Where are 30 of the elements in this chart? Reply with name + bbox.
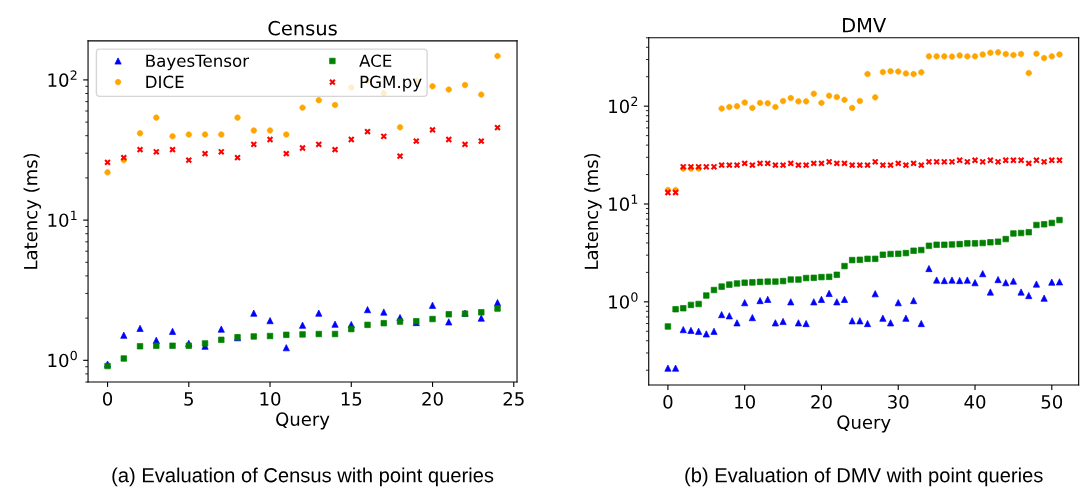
y-tick-label: 10$^{0}$ bbox=[609, 292, 638, 309]
legend-label: DICE bbox=[146, 75, 184, 89]
legend-label: ACE bbox=[359, 54, 392, 68]
legend-label: PGM.py bbox=[360, 75, 422, 92]
x-tick-label: 50 bbox=[1041, 395, 1063, 409]
y-tick-label: 10$^{2}$ bbox=[48, 70, 77, 87]
x-tick-label: 10 bbox=[735, 395, 755, 409]
x-tick-label: 30 bbox=[888, 395, 909, 409]
x-tick-label: 20 bbox=[422, 392, 443, 406]
legend-label: BayesTensor bbox=[146, 54, 250, 71]
x-tick-label: 0 bbox=[102, 392, 113, 406]
y-tick-label: 10$^{2}$ bbox=[609, 96, 638, 114]
x-tick-label: 10 bbox=[260, 392, 281, 406]
text: (b) Evaluation of DMV with point queries bbox=[685, 467, 1043, 487]
x-tick-label: 25 bbox=[503, 392, 524, 406]
y-tick-label: 10$^{1}$ bbox=[609, 194, 638, 211]
y-tick-label: 10$^{1}$ bbox=[48, 210, 77, 228]
y-tick-label: 10$^{0}$ bbox=[48, 350, 77, 368]
chart-title: DMV bbox=[843, 18, 887, 33]
x-axis-title: Query bbox=[276, 412, 330, 430]
x-axis-title: Query bbox=[837, 415, 891, 433]
y-axis-title: Latency (ms) bbox=[23, 153, 41, 269]
x-tick-label: 40 bbox=[964, 395, 986, 409]
text: (a) Evaluation of Census with point queries bbox=[112, 467, 494, 487]
x-tick-label: 5 bbox=[184, 392, 193, 406]
y-axis-title: Latency (ms) bbox=[584, 153, 602, 269]
x-tick-label: 0 bbox=[663, 395, 673, 409]
x-tick-label: 20 bbox=[811, 395, 832, 409]
chart-title: Census bbox=[268, 20, 337, 36]
x-tick-label: 15 bbox=[341, 392, 362, 406]
